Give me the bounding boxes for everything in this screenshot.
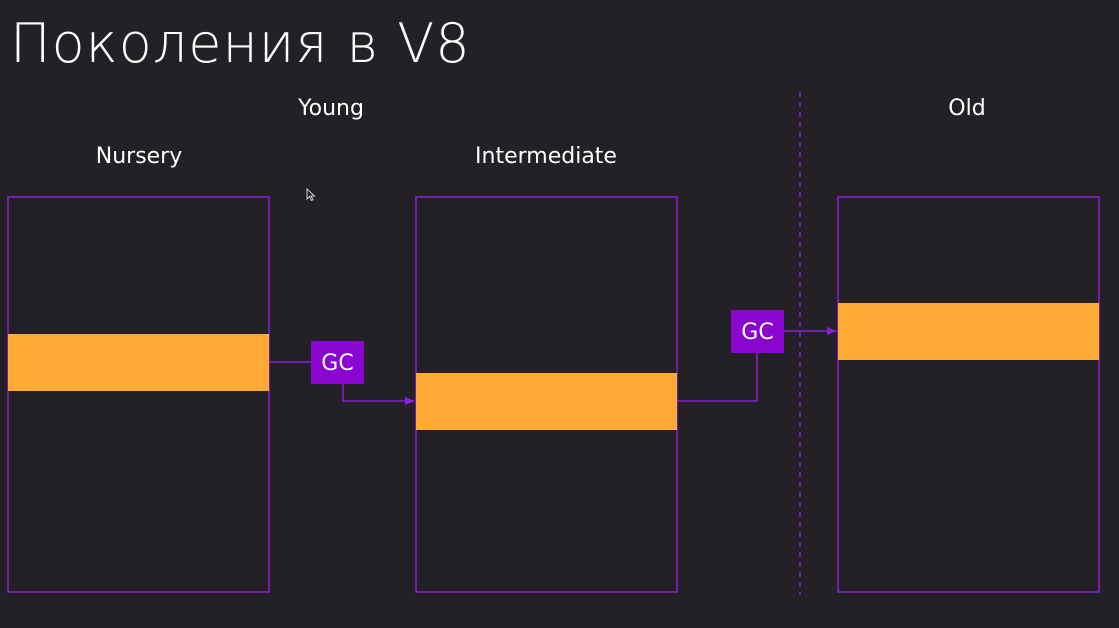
- arrow-gc-to-intermediate: [342, 384, 415, 405]
- nursery-object-block: [8, 334, 269, 391]
- old-label: Old: [948, 96, 986, 121]
- nursery-label: Nursery: [95, 144, 183, 169]
- old-object-block: [838, 303, 1099, 360]
- page-title: Поколения в V8: [10, 12, 471, 75]
- mouse-cursor-icon: [306, 188, 316, 202]
- gc-box-2: [731, 310, 784, 353]
- old-space: [837, 196, 1100, 593]
- young-label: Young: [298, 96, 364, 121]
- gc-box-2-label: GC: [741, 320, 773, 345]
- gc-box-1: [311, 341, 364, 384]
- connector-intermediate-gc: [677, 353, 758, 402]
- intermediate-label: Intermediate: [475, 144, 617, 169]
- intermediate-object-block: [416, 373, 677, 430]
- gc-box-1-label: GC: [321, 351, 353, 376]
- nursery-space: [7, 196, 270, 593]
